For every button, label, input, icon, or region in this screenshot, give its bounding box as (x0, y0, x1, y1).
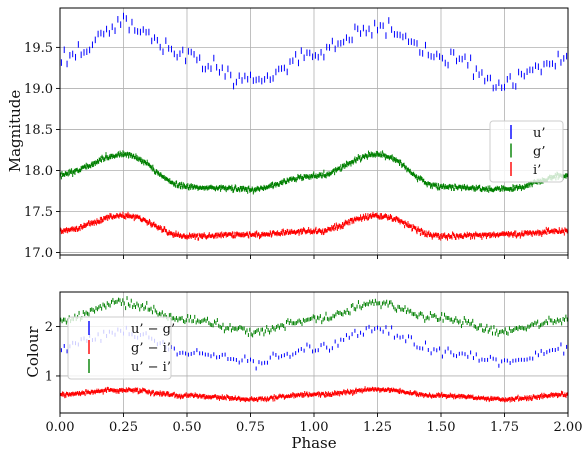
magnitude-grid (59, 8, 569, 255)
x-tick-label: 1.25 (363, 420, 392, 435)
x-tick-label: 1.75 (490, 420, 519, 435)
y-tick-label: 19.5 (24, 41, 53, 56)
phase-axis-label: Phase (291, 434, 336, 452)
series-gi (60, 386, 568, 403)
y-tick-label: 2 (45, 320, 53, 335)
y-tick-label: 17.0 (24, 246, 53, 261)
series-ui (60, 296, 568, 338)
magnitude-data (60, 12, 568, 241)
colour-axis-label: Colour (24, 326, 42, 378)
y-tick-label: 1 (45, 369, 53, 384)
y-tick-label: 17.5 (24, 205, 53, 220)
x-tick-label: 0.25 (109, 420, 138, 435)
legend-box (67, 316, 172, 380)
x-tick-label: 0.50 (173, 420, 202, 435)
magnitude-legend: u’ g’ i’ (489, 120, 564, 183)
magnitude-axis-label: Magnitude (6, 90, 24, 173)
colour-ticks: 0.00 0.25 0.50 0.75 1.00 1.25 1.50 1.75 2.00 1 2 (45, 320, 583, 435)
y-tick-label: 18.0 (24, 164, 53, 179)
x-tick-label: 0.75 (236, 420, 265, 435)
magnitude-panel: 17.0 17.5 18.0 18.5 19.0 19.5 Magnitude u’ g’ i… (6, 7, 569, 261)
colour-panel: 0.00 0.25 0.50 0.75 1.00 1.25 1.50 1.75 2.00 1 2 C… (24, 291, 583, 452)
legend-label: g’ (533, 145, 545, 160)
legend-label: i’ (533, 163, 541, 178)
series-clip-group (60, 12, 568, 241)
x-tick-label: 0.00 (46, 420, 75, 435)
legend-label: u’ (533, 126, 546, 141)
legend-label: u’ − g’ (131, 322, 175, 337)
colour-data (60, 296, 568, 403)
y-tick-label: 19.0 (24, 82, 53, 97)
magnitude-ticks: 17.0 17.5 18.0 18.5 19.0 19.5 (24, 41, 569, 261)
series-i (60, 211, 568, 241)
x-tick-label: 1.50 (427, 420, 456, 435)
series-u (60, 12, 568, 92)
legend-box (489, 120, 564, 183)
series-clip-group (60, 296, 568, 403)
legend-label: u’ − i’ (131, 360, 171, 375)
colour-legend: u’ − g’ g’ − i’ u’ − i’ (67, 316, 175, 380)
y-tick-label: 18.5 (24, 123, 53, 138)
legend-label: g’ − i’ (131, 341, 171, 356)
x-tick-label: 1.00 (300, 420, 329, 435)
x-tick-label: 2.00 (554, 420, 583, 435)
